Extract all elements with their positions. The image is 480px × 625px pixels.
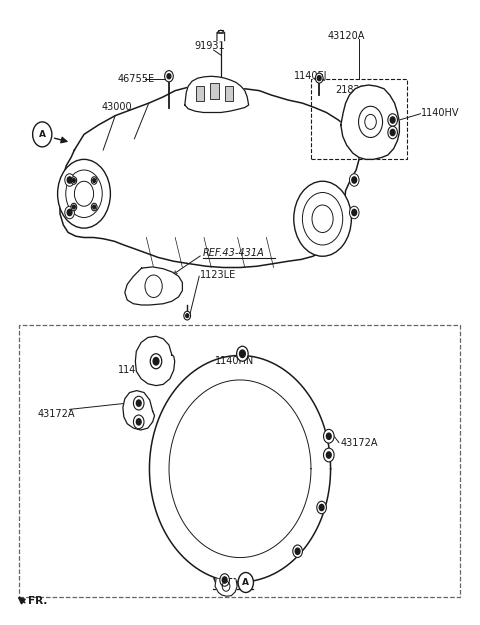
Polygon shape: [123, 391, 155, 430]
Text: 1140EJ: 1140EJ: [294, 71, 328, 81]
Circle shape: [295, 548, 300, 554]
Circle shape: [326, 452, 331, 458]
Circle shape: [145, 275, 162, 298]
Circle shape: [352, 177, 357, 183]
Circle shape: [74, 181, 94, 206]
Polygon shape: [185, 76, 249, 112]
Text: REF.43-431A: REF.43-431A: [203, 248, 264, 258]
Circle shape: [312, 205, 333, 232]
Circle shape: [65, 206, 74, 219]
Polygon shape: [60, 88, 359, 268]
Circle shape: [167, 74, 171, 79]
Polygon shape: [217, 30, 225, 41]
Circle shape: [133, 396, 144, 410]
Circle shape: [65, 174, 74, 186]
Circle shape: [33, 122, 52, 147]
Circle shape: [184, 311, 191, 320]
Text: 1123LE: 1123LE: [200, 270, 237, 280]
Circle shape: [72, 179, 75, 182]
Polygon shape: [149, 356, 331, 582]
Circle shape: [317, 501, 326, 514]
Circle shape: [326, 433, 331, 439]
Circle shape: [388, 114, 397, 126]
Polygon shape: [215, 579, 237, 596]
Text: 1140HN: 1140HN: [215, 356, 254, 366]
Circle shape: [136, 419, 141, 425]
Circle shape: [67, 209, 72, 216]
Circle shape: [58, 159, 110, 228]
Polygon shape: [135, 336, 175, 386]
Bar: [311, 79, 407, 159]
Circle shape: [136, 400, 141, 406]
Circle shape: [319, 504, 324, 511]
Circle shape: [153, 357, 159, 365]
Text: 21825B: 21825B: [335, 85, 373, 95]
Circle shape: [388, 126, 397, 139]
Circle shape: [165, 71, 173, 82]
Circle shape: [133, 415, 144, 429]
Circle shape: [238, 572, 253, 592]
Text: 43120A: 43120A: [327, 31, 365, 41]
Text: 91931: 91931: [194, 41, 225, 51]
Text: 43172A: 43172A: [341, 438, 378, 448]
Circle shape: [293, 545, 302, 558]
Circle shape: [93, 205, 96, 209]
Circle shape: [222, 577, 227, 583]
Circle shape: [349, 174, 359, 186]
Polygon shape: [341, 85, 399, 159]
Text: FR.: FR.: [28, 596, 47, 606]
Text: 1140HN: 1140HN: [118, 365, 157, 375]
Circle shape: [324, 448, 334, 462]
Text: VIEW: VIEW: [213, 578, 249, 587]
Circle shape: [71, 203, 77, 211]
Circle shape: [294, 181, 351, 256]
Bar: [196, 86, 204, 101]
Circle shape: [349, 206, 359, 219]
Polygon shape: [125, 267, 182, 305]
Circle shape: [352, 209, 357, 216]
Bar: [210, 83, 219, 99]
Circle shape: [220, 574, 229, 586]
Circle shape: [390, 117, 395, 123]
Circle shape: [240, 350, 245, 358]
Text: 43172A: 43172A: [37, 409, 75, 419]
Circle shape: [324, 429, 334, 443]
Text: A: A: [39, 130, 46, 139]
Circle shape: [186, 314, 189, 318]
Circle shape: [71, 177, 77, 184]
Text: 46755E: 46755E: [118, 74, 155, 84]
Circle shape: [67, 177, 72, 183]
Circle shape: [315, 73, 323, 83]
Circle shape: [91, 203, 97, 211]
Circle shape: [237, 346, 248, 361]
Circle shape: [91, 177, 97, 184]
Circle shape: [390, 129, 395, 136]
Bar: [19, 325, 460, 597]
Circle shape: [359, 106, 383, 138]
Text: A: A: [242, 578, 249, 587]
Circle shape: [93, 179, 96, 182]
Text: 1140HV: 1140HV: [421, 107, 460, 118]
Text: 43000: 43000: [102, 102, 132, 112]
Bar: [225, 86, 233, 101]
Circle shape: [150, 354, 162, 369]
Circle shape: [72, 205, 75, 209]
Circle shape: [317, 76, 321, 81]
